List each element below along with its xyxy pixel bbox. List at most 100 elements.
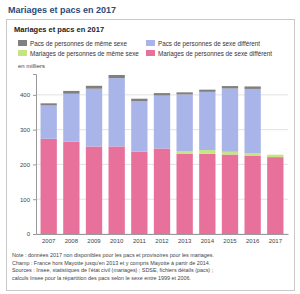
bar-segment [41,139,57,234]
bar-segment [199,90,215,92]
y-tick: 0 [27,231,36,237]
legend-item: Pacs de personnes de sexe différent [146,40,260,48]
x-tick: 2012 [155,234,169,244]
y-tick-label: 0 [27,231,31,237]
bar-segment [177,92,193,94]
bar-segment [267,155,283,157]
legend-label: Mariages de personnes de sexe différent [158,50,272,58]
bar-segment [222,152,238,155]
bar-segment [244,86,260,88]
y-tick-mark [33,164,36,165]
x-tick-label: 2010 [110,238,124,244]
x-tick: 2009 [87,234,101,244]
y-axis: 0 100 200 300 400 [20,75,37,238]
y-tick: 100 [20,197,36,203]
bar-segment [222,89,238,152]
legend-swatch [146,50,155,56]
bar-segment [109,78,125,146]
bar-segment [222,154,238,234]
bar-segment [109,146,125,234]
note: Champ : France hors Mayotte jusqu'en 201… [12,260,210,266]
y-tick-mark [33,95,36,96]
bars [41,75,284,234]
legend-label: Pacs de personnes de même sexe [30,40,127,48]
bar-segment [244,89,260,153]
x-tick-label: 2013 [178,238,192,244]
x-tick: 2014 [201,234,215,244]
y-tick-mark [33,234,36,235]
y-tick-label: 300 [20,127,31,133]
x-tick-label: 2011 [133,238,147,244]
legend-label: Pacs de personnes de sexe différent [158,40,260,48]
bar-segment [154,148,170,234]
x-tick-label: 2015 [223,238,237,244]
bar-segment [154,96,170,149]
note: Sources : Insee, statistiques de l'état … [12,267,214,273]
x-tick-label: 2012 [155,238,169,244]
bar-segment [154,93,170,95]
y-axis-line [33,75,37,235]
legend: Pacs de personnes de même sexe Pacs de pe… [18,40,272,58]
bar-segment [86,86,102,89]
bar-segment [244,153,260,155]
x-tick: 2016 [246,234,260,244]
legend-swatch [18,50,27,56]
bar-segment [199,150,215,154]
x-tick: 2017 [269,234,283,244]
y-tick: 300 [20,127,36,133]
bar-segment [131,152,147,234]
bar-segment [177,151,193,154]
x-tick: 2013 [178,234,192,244]
bar-segment [41,105,57,138]
bar-segment [63,142,79,234]
chart: Mariages et pacs en 2017 Mariages et pacs… [0,0,300,294]
bar-segment [131,101,147,151]
bar-segment [63,91,79,94]
y-tick-label: 100 [20,197,31,203]
y-tick-label: 200 [20,162,31,168]
bar-segment [41,103,57,105]
bar-segment [244,156,260,234]
x-tick: 2010 [110,234,124,244]
bar-segment [131,99,147,102]
x-tick: 2011 [133,234,147,244]
frame-box [7,20,295,291]
y-tick-label: 400 [20,92,31,98]
y-axis-label: en milliers [18,63,45,69]
notes: Note : données 2017 non disponibles pour… [12,252,214,281]
bar-segment [177,94,193,151]
x-tick: 2007 [42,234,56,244]
y-tick: 200 [20,162,36,168]
legend-item: Pacs de personnes de même sexe [18,40,127,48]
note: calculs Insee pour la répartition des pa… [12,275,191,281]
x-tick-label: 2017 [269,238,283,244]
bar-segment [267,157,283,234]
bar-segment [177,154,193,234]
y-tick: 400 [20,92,36,98]
bar-segment [199,154,215,234]
bar-segment [109,75,125,78]
chart-title: Mariages et pacs en 2017 [14,25,104,34]
y-tick-mark [33,130,36,131]
bar-segment [86,147,102,234]
legend-swatch [146,40,155,46]
x-tick: 2008 [65,234,79,244]
legend-item: Mariages de personnes de même sexe [18,50,139,58]
x-tick-label: 2009 [87,238,101,244]
bar-segment [86,89,102,147]
x-axis-line [37,234,289,235]
x-tick-label: 2016 [246,238,260,244]
x-tick-label: 2007 [42,238,56,244]
note: Note : données 2017 non disponibles pour… [12,252,214,258]
bar-segment [199,92,215,150]
bar-segment [63,94,79,142]
y-tick-mark [33,199,36,200]
x-axis: 2007 2008 2009 2010 2011 2012 2013 2014 2015 2016… [37,234,289,244]
legend-item: Mariages de personnes de sexe différent [146,50,272,58]
legend-swatch [18,40,27,46]
x-tick-label: 2008 [65,238,79,244]
page-title: Mariages et pacs en 2017 [8,5,116,15]
x-tick-label: 2014 [201,238,215,244]
x-tick: 2015 [223,234,237,244]
legend-label: Mariages de personnes de même sexe [30,50,139,58]
